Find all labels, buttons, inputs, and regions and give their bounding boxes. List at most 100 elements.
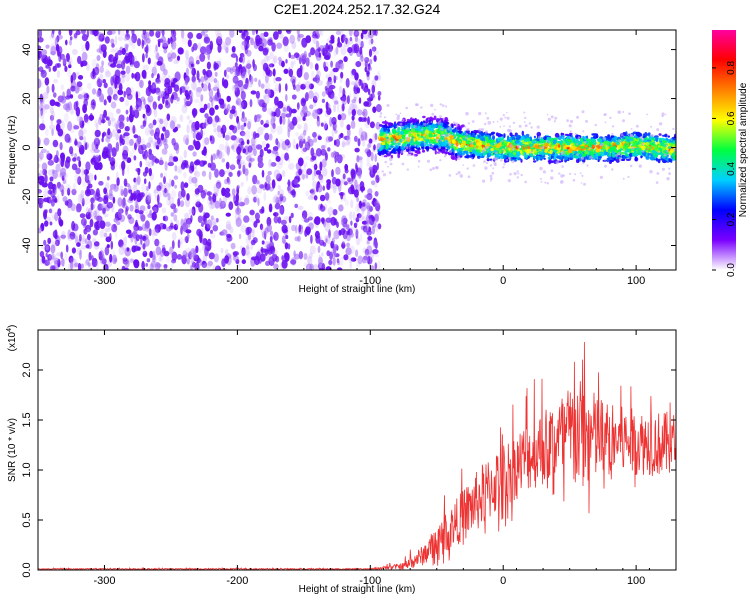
spectrogram-signal-cell bbox=[522, 146, 526, 150]
spectrogram-signal-cell bbox=[428, 131, 434, 134]
spectrogram-noise-cell bbox=[171, 251, 178, 261]
spectrogram-noise-cell bbox=[256, 180, 260, 185]
spectrogram-noise-cell bbox=[103, 232, 108, 238]
spectrogram-noise-cell bbox=[50, 244, 56, 254]
spectrogram-noise-cell bbox=[350, 220, 353, 226]
spectrogram-signal-cell bbox=[429, 117, 435, 121]
spectrogram-noise-cell bbox=[362, 225, 368, 233]
spectrogram-noise-cell bbox=[269, 51, 274, 60]
spectrogram-noise-cell bbox=[84, 169, 88, 177]
spectrogram-noise-cell bbox=[360, 40, 364, 49]
spectrogram-noise-cell bbox=[214, 71, 218, 77]
spectrogram-noise-cell bbox=[38, 30, 43, 39]
spectrogram-noise-cell bbox=[96, 91, 100, 98]
spectrogram-noise-cell bbox=[220, 151, 225, 159]
spectrogram-noise-cell bbox=[196, 60, 200, 65]
spectrogram-signal-cell bbox=[388, 122, 392, 126]
spectrogram-noise-cell bbox=[285, 30, 291, 33]
spectrogram-noise-cell bbox=[111, 43, 115, 48]
spectrogram-noise-cell bbox=[126, 30, 129, 34]
spectrogram-noise-cell bbox=[293, 84, 296, 91]
spectrogram-signal-cell bbox=[460, 147, 464, 150]
spectrogram-noise-cell bbox=[234, 200, 239, 206]
spectrogram-signal-cell bbox=[512, 152, 517, 155]
spectrogram-noise-cell bbox=[151, 73, 154, 79]
spectrogram-noise-cell bbox=[158, 159, 164, 166]
spectrogram-noise-cell bbox=[262, 105, 267, 112]
spectrogram-noise-cell bbox=[155, 263, 162, 268]
spectrogram-noise-cell bbox=[65, 244, 69, 253]
spectrogram-noise-cell bbox=[123, 187, 128, 198]
spectrogram-noise-cell bbox=[187, 32, 194, 39]
spectrogram-noise-cell bbox=[368, 138, 373, 144]
spectrogram-noise-cell bbox=[341, 95, 348, 106]
spectrogram-signal-cell bbox=[533, 135, 537, 139]
spectrogram-noise-cell bbox=[346, 135, 351, 144]
spectrogram-noise-cell bbox=[257, 161, 264, 169]
spectrogram-noise-cell bbox=[63, 112, 69, 123]
spectrogram-noise-cell bbox=[280, 138, 284, 143]
spectrogram-noise-cell bbox=[365, 147, 369, 152]
spectrogram-noise-cell bbox=[273, 263, 279, 270]
spectrogram-noise-cell bbox=[53, 257, 60, 265]
spectrogram-noise-cell bbox=[48, 66, 51, 73]
spectrogram-signal-cell bbox=[453, 146, 457, 150]
spectrogram-noise-cell bbox=[213, 78, 218, 84]
spectrogram-signal-cell bbox=[425, 118, 429, 124]
spectrogram-noise-cell bbox=[200, 190, 206, 199]
spectrogram-noise-cell bbox=[334, 123, 338, 129]
spectrogram-noise-cell bbox=[77, 75, 84, 80]
spectrogram-noise-cell bbox=[192, 132, 197, 139]
spectrogram-noise-cell bbox=[273, 55, 278, 64]
spectrogram-noise-cell bbox=[330, 240, 335, 249]
spectrogram-noise-cell bbox=[199, 53, 206, 62]
spectrogram-noise-cell bbox=[326, 38, 332, 45]
spectrogram-signal-cell bbox=[377, 152, 382, 156]
spectrogram-noise-cell bbox=[362, 216, 367, 221]
spectrogram-noise-cell bbox=[375, 104, 382, 113]
spectrogram-noise-cell bbox=[266, 241, 271, 248]
spectrogram-signal-cell bbox=[434, 150, 437, 155]
spectrogram-noise-cell bbox=[40, 201, 44, 210]
spectrogram-noise-cell bbox=[137, 38, 141, 47]
spectrogram-noise-cell bbox=[215, 218, 219, 223]
spectrogram-noise-cell bbox=[315, 30, 319, 35]
spectrogram-noise-cell bbox=[311, 112, 316, 117]
spectrogram-noise-cell bbox=[101, 60, 104, 67]
spectrogram-noise-cell bbox=[367, 88, 371, 96]
spectrogram-noise-cell bbox=[358, 169, 362, 179]
spectrogram-noise-cell bbox=[287, 128, 291, 138]
spectrogram-noise-cell bbox=[62, 58, 67, 67]
spectrogram-noise-cell bbox=[124, 99, 130, 107]
spectrogram-signal-cell bbox=[481, 140, 485, 144]
spectrogram-signal-cell bbox=[464, 150, 467, 153]
spectrogram-noise-cell bbox=[135, 168, 141, 172]
spectrogram-noise-cell bbox=[208, 252, 215, 260]
spectrogram-noise-cell bbox=[307, 135, 311, 143]
spectrogram-signal-cell bbox=[488, 153, 492, 157]
spectrogram-noise-cell bbox=[147, 161, 153, 168]
spectrogram-signal-cell bbox=[661, 146, 666, 151]
spectrogram-noise-cell bbox=[359, 233, 363, 243]
spectrogram-noise-cell bbox=[337, 114, 342, 121]
spectrogram-noise-cell bbox=[161, 41, 169, 47]
spectrogram-noise-cell bbox=[191, 75, 196, 83]
spectrogram-noise-cell bbox=[321, 144, 326, 150]
spectrogram-noise-cell bbox=[129, 138, 134, 146]
spectrogram-noise-cell bbox=[119, 96, 125, 103]
spectrogram-noise-cell bbox=[117, 208, 123, 219]
spectrogram-noise-cell bbox=[341, 215, 347, 224]
spectrogram-noise-cell bbox=[238, 198, 242, 205]
spectrogram-noise-cell bbox=[210, 229, 213, 234]
spectrogram-noise-cell bbox=[121, 59, 126, 69]
spectrogram-noise-cell bbox=[40, 109, 45, 120]
spectrogram-noise-cell bbox=[202, 160, 207, 165]
spectrogram-signal-cell bbox=[526, 148, 530, 154]
spectrogram-noise-cell bbox=[260, 224, 265, 235]
spectrogram-noise-cell bbox=[302, 173, 305, 180]
spectrogram-noise-cell bbox=[111, 147, 117, 158]
spectrogram-noise-cell bbox=[184, 198, 191, 208]
spectrogram-noise-cell bbox=[123, 32, 128, 41]
spectrogram-noise-cell bbox=[214, 200, 220, 209]
spectrogram-signal-cell bbox=[622, 148, 626, 152]
